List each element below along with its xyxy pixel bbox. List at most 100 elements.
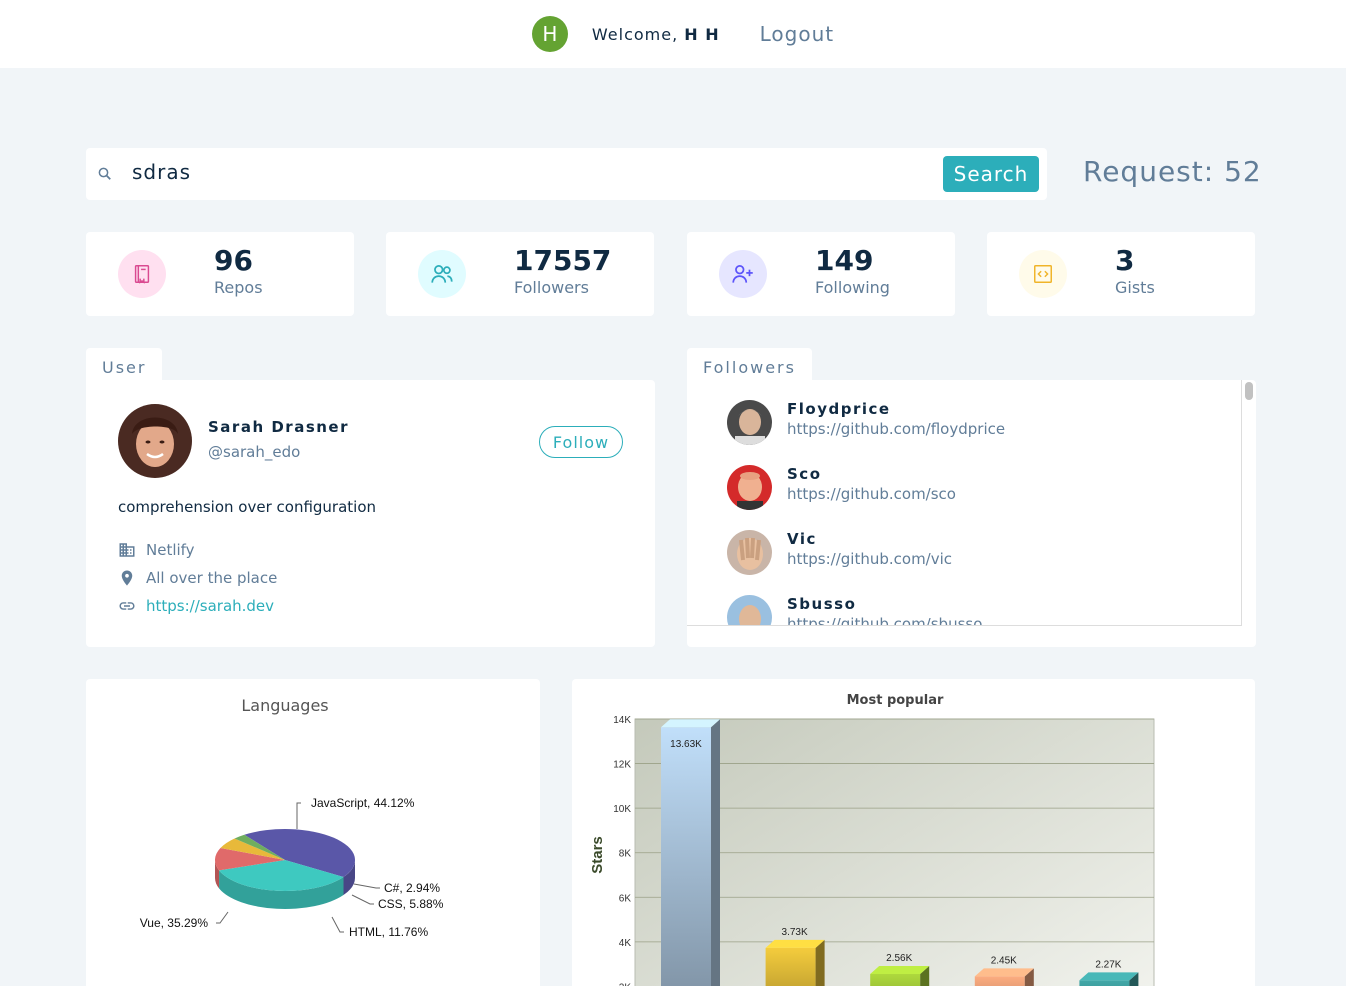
y-tick-label: 14K xyxy=(613,715,631,726)
search-form: sdras Search xyxy=(86,148,1047,200)
y-axis-label: Stars xyxy=(589,836,606,874)
y-tick-label: 10K xyxy=(613,804,631,815)
bar[interactable] xyxy=(1079,980,1130,986)
follower-avatar xyxy=(727,530,772,575)
users-icon xyxy=(418,250,466,298)
pie-label: JavaScript, 44.12% xyxy=(311,796,415,810)
followers-list[interactable]: Floydprice https://github.com/floydprice… xyxy=(687,380,1242,626)
user-photo xyxy=(118,404,192,478)
user-tab-label: User xyxy=(86,348,163,384)
bar-side xyxy=(815,939,825,986)
link-icon xyxy=(119,602,135,610)
user-bio: comprehension over configuration xyxy=(118,498,377,516)
book-icon xyxy=(118,250,166,298)
top-navbar: H Welcome, H H Logout xyxy=(0,0,1346,68)
follower-name: Floydprice xyxy=(787,400,891,418)
pie-leader-line xyxy=(331,916,344,933)
most-popular-bar-chart: 2K 4K 6K 8K 10K 12K 14K Stars 13.63K 3.73K 2.56K 2.… xyxy=(589,715,1155,986)
stat-label: Following xyxy=(815,278,890,297)
user-card: Sarah Drasner @sarah_edo Follow comprehe… xyxy=(86,380,655,647)
search-button[interactable]: Search xyxy=(943,156,1039,192)
welcome-prefix: Welcome, xyxy=(591,24,679,44)
follower-url[interactable]: https://github.com/sbusso xyxy=(787,615,983,626)
search-input[interactable]: sdras xyxy=(132,160,192,184)
pie-leader-line xyxy=(296,802,301,829)
stat-value: 96 xyxy=(214,244,253,277)
pie-leader-line xyxy=(216,911,229,924)
bar-value-label: 3.73K xyxy=(782,927,808,938)
bar-value-label: 2.45K xyxy=(991,955,1017,966)
stat-card-followers: 17557 Followers xyxy=(386,232,654,316)
follower-item[interactable]: Sbusso https://github.com/sbusso xyxy=(727,595,1227,626)
code-icon xyxy=(1019,250,1067,298)
bar[interactable] xyxy=(661,727,711,986)
follower-item[interactable]: Vic https://github.com/vic xyxy=(727,530,1227,580)
requests-remaining: Request: 52 xyxy=(1083,155,1262,188)
bar[interactable] xyxy=(870,973,921,986)
y-tick-label: 12K xyxy=(613,760,631,771)
welcome-user-name: H H xyxy=(684,24,720,44)
bar-value-label: 2.27K xyxy=(1095,959,1121,970)
follower-name: Sbusso xyxy=(787,595,857,613)
follower-url[interactable]: https://github.com/floydprice xyxy=(787,420,1006,438)
pie-slice-html[interactable] xyxy=(215,848,285,871)
stat-value: 149 xyxy=(815,244,874,277)
avatar-letter: H xyxy=(542,22,558,46)
stat-label: Gists xyxy=(1115,278,1155,297)
pie-slice-javascript[interactable] xyxy=(244,829,355,878)
pie-slice-css[interactable] xyxy=(220,838,285,860)
bar[interactable] xyxy=(974,976,1025,986)
user-company: Netlify xyxy=(146,541,195,559)
languages-pie-chart: JavaScript, 44.12% Vue, 35.29% HTML, 11.76… xyxy=(140,796,444,939)
follower-url[interactable]: https://github.com/vic xyxy=(787,550,953,568)
follower-name: Vic xyxy=(787,530,817,548)
pie-label: C#, 2.94% xyxy=(384,881,440,895)
stat-label: Followers xyxy=(514,278,589,297)
followers-tab-label: Followers xyxy=(687,348,812,384)
stat-card-gists: 3 Gists xyxy=(987,232,1255,316)
pie-slice-side xyxy=(215,860,220,889)
user-avatar: H xyxy=(531,16,568,52)
languages-chart-card: Languages JavaScript, 44.12% Vue, 35.29% H… xyxy=(86,679,540,986)
bar-top xyxy=(870,965,930,974)
followers-scrollbar[interactable] xyxy=(1245,382,1253,400)
stat-card-repos: 96 Repos xyxy=(86,232,354,316)
follower-item[interactable]: Sco https://github.com/sco xyxy=(727,465,1227,515)
bar-side xyxy=(920,965,930,986)
logout-button[interactable]: Logout xyxy=(759,22,835,46)
pie-slice-vue[interactable] xyxy=(219,860,344,891)
bar-side xyxy=(1129,972,1139,986)
languages-chart-title: Languages xyxy=(241,696,329,715)
bar-value-label: 13.63K xyxy=(670,739,702,750)
follower-avatar xyxy=(727,595,772,625)
stat-value: 17557 xyxy=(514,244,612,277)
bar-top xyxy=(765,939,825,948)
most-popular-chart-card: Most popular 2K 4K 6K 8K 10K 12K 14K Stars 13.63… xyxy=(572,679,1255,986)
bar[interactable] xyxy=(765,947,816,986)
stat-label: Repos xyxy=(214,278,263,297)
y-tick-label: 8K xyxy=(619,849,632,860)
bar-top xyxy=(974,968,1034,977)
bar-top xyxy=(1079,972,1139,981)
follower-item[interactable]: Floydprice https://github.com/floydprice xyxy=(727,400,1227,450)
pie-leader-line xyxy=(353,883,380,889)
y-tick-label: 6K xyxy=(619,893,632,904)
location-pin-icon xyxy=(121,570,133,586)
follower-url[interactable]: https://github.com/sco xyxy=(787,485,956,503)
user-name: Sarah Drasner xyxy=(208,418,349,436)
popular-chart-title: Most popular xyxy=(846,693,944,708)
search-icon xyxy=(98,167,111,180)
pie-slice-c-[interactable] xyxy=(234,834,285,860)
followers-card: Floydprice https://github.com/floydprice… xyxy=(687,380,1256,647)
follow-button[interactable]: Follow xyxy=(539,426,623,458)
follower-avatar xyxy=(727,400,772,445)
pie-label: CSS, 5.88% xyxy=(378,897,444,911)
bar-value-label: 2.56K xyxy=(886,953,912,964)
user-blog-link[interactable]: https://sarah.dev xyxy=(146,597,275,615)
user-handle: @sarah_edo xyxy=(208,443,301,461)
pie-slice-side xyxy=(343,860,355,896)
pie-slice-side xyxy=(219,870,344,909)
y-tick-label: 2K xyxy=(619,982,632,986)
pie-label: Vue, 35.29% xyxy=(140,916,209,930)
user-location-row: All over the place xyxy=(118,569,277,587)
